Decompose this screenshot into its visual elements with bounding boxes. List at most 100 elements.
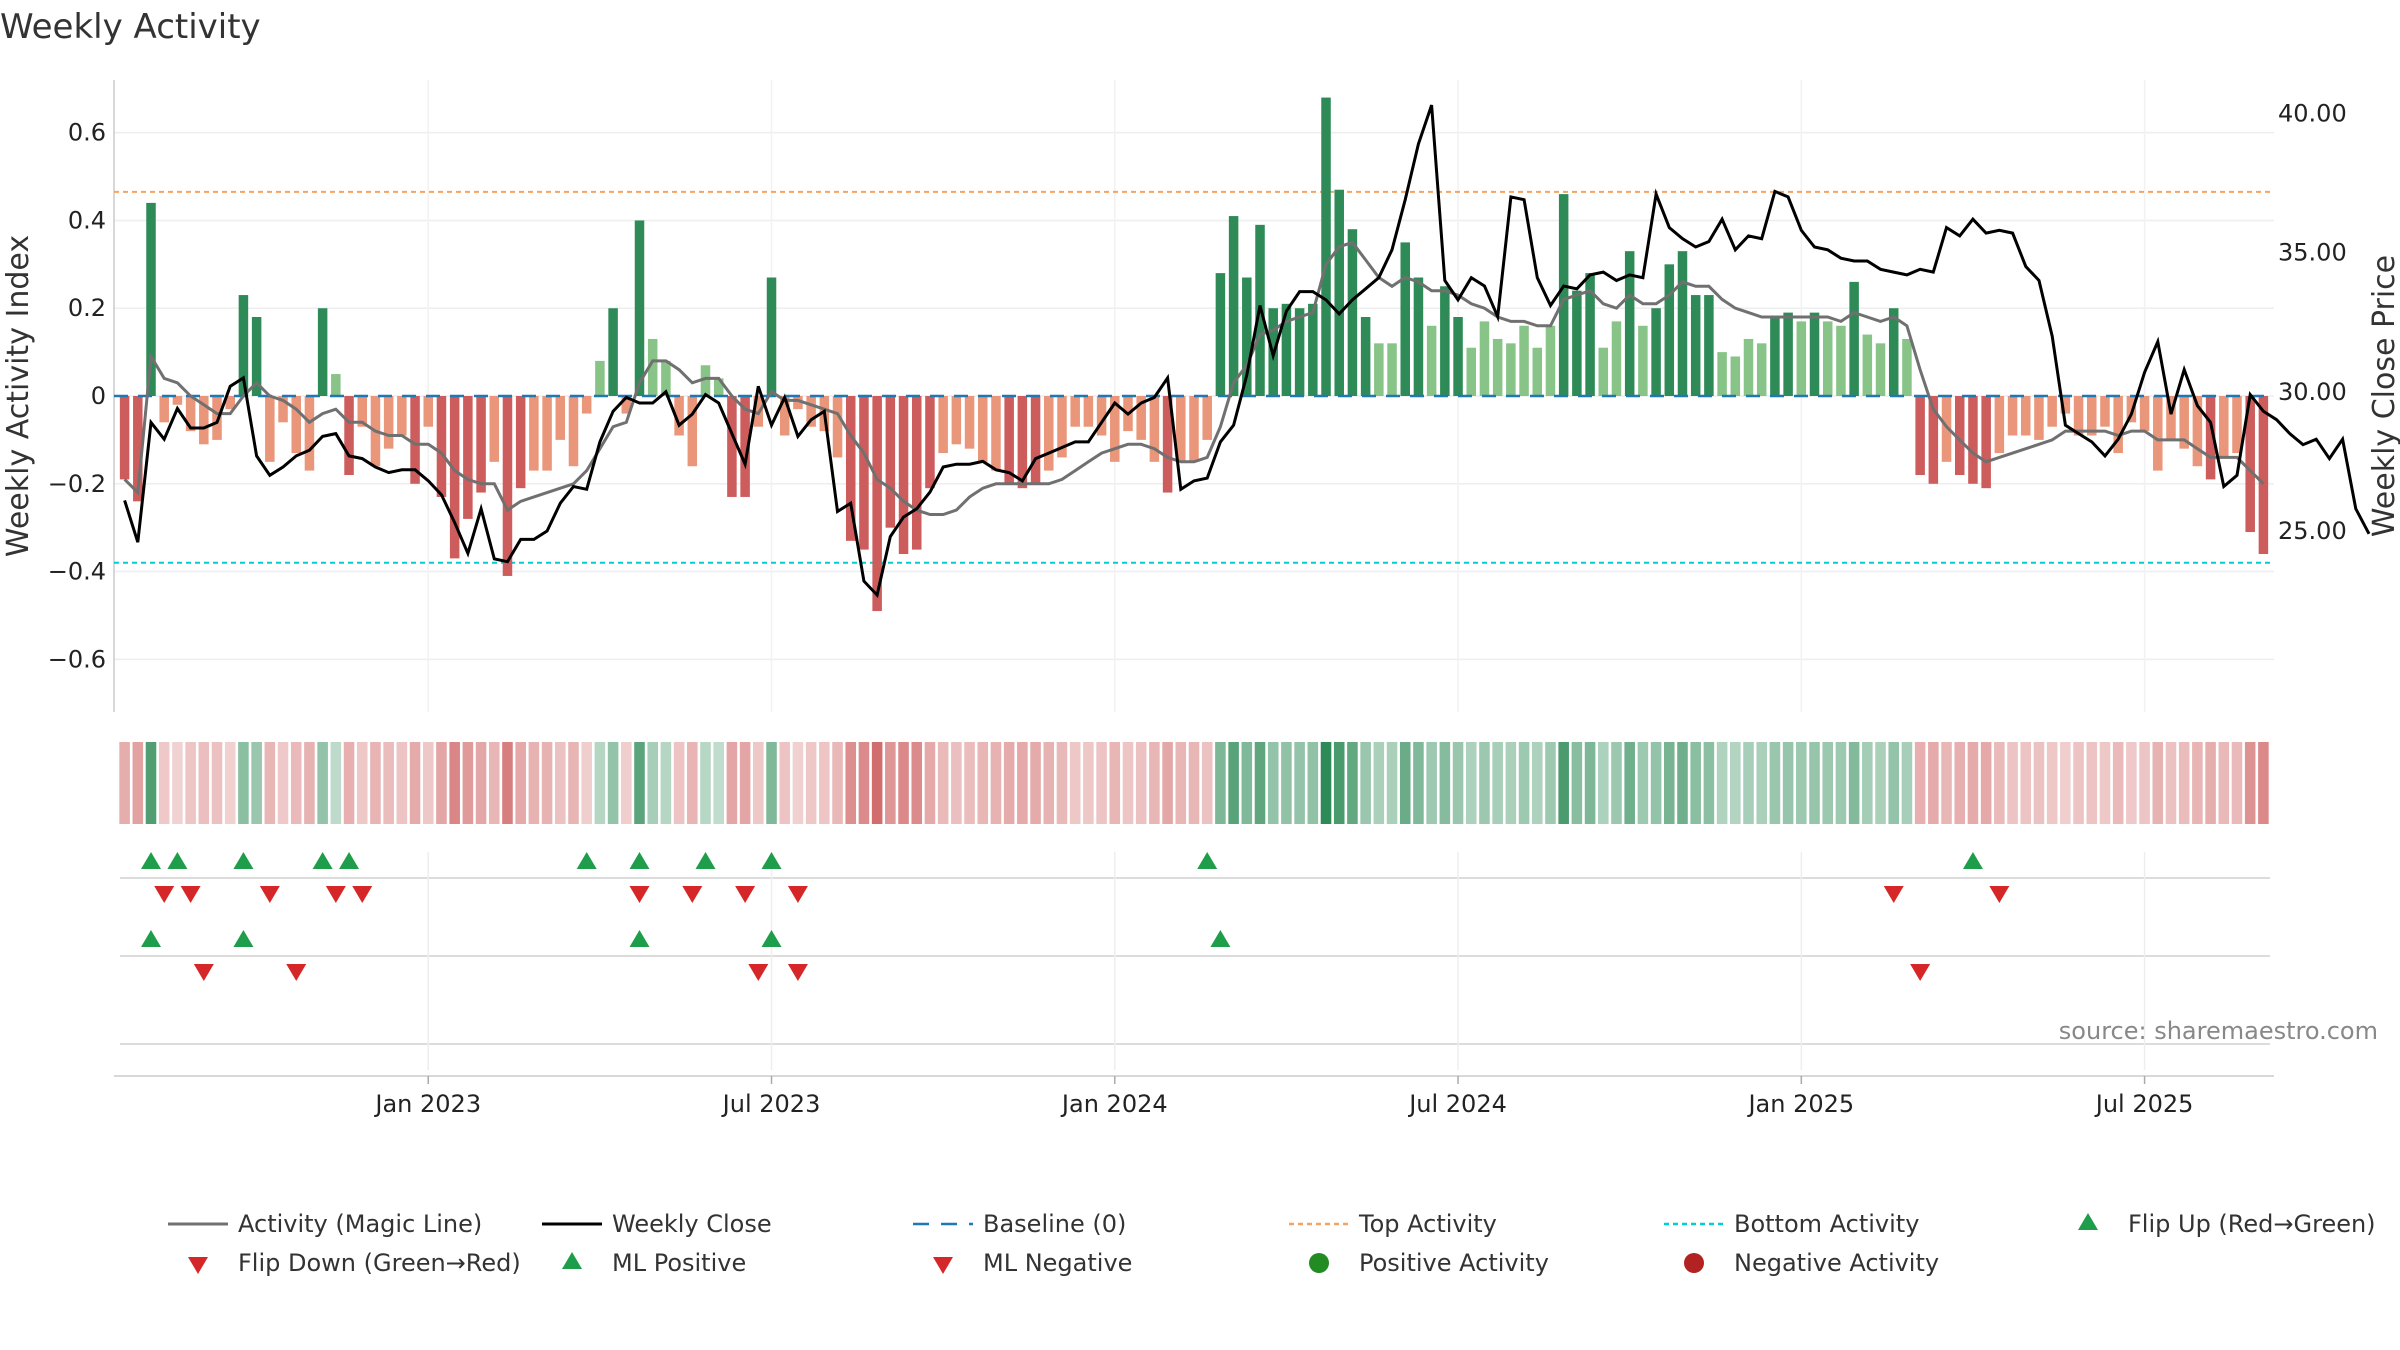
activity-bar xyxy=(265,396,275,462)
activity-bar xyxy=(529,396,539,471)
heat-cell xyxy=(964,742,975,824)
activity-bar xyxy=(2087,396,2097,436)
heat-cell xyxy=(2099,742,2111,824)
activity-bar xyxy=(1822,321,1833,396)
activity-bar xyxy=(2060,396,2071,414)
heat-cell xyxy=(647,742,658,824)
legend-swatch xyxy=(188,1257,208,1274)
heat-cell xyxy=(1835,742,1847,824)
activity-bar xyxy=(291,396,301,454)
activity-bar xyxy=(1770,317,1780,396)
heat-cell xyxy=(1914,742,1926,824)
heat-cell xyxy=(924,742,936,824)
activity-bar xyxy=(845,396,856,541)
activity-bar xyxy=(1704,295,1714,396)
heat-cell xyxy=(2258,742,2269,824)
heat-cell xyxy=(792,742,804,824)
heat-cell xyxy=(1848,742,1860,824)
signal-gridlines xyxy=(120,852,2270,1070)
activity-bar xyxy=(1070,396,1080,427)
activity-bar xyxy=(779,396,790,436)
activity-bar xyxy=(199,396,209,445)
heat-cell xyxy=(1069,742,1081,824)
heat-cell xyxy=(1162,742,1173,824)
heat-cell xyxy=(1558,742,1569,824)
heat-cell xyxy=(1822,742,1833,824)
heat-cell xyxy=(2178,742,2190,824)
activity-bar xyxy=(872,396,882,612)
activity-bar xyxy=(1321,97,1331,397)
heat-cell xyxy=(1624,742,1635,824)
flip-down-marker xyxy=(735,886,756,903)
activity-bar xyxy=(2232,396,2242,454)
heat-cell xyxy=(2218,742,2230,824)
activity-bar xyxy=(1413,277,1424,396)
legend-label: ML Positive xyxy=(612,1249,746,1277)
heat-cell xyxy=(277,742,289,824)
activity-bar xyxy=(1836,325,1846,396)
activity-bar xyxy=(1453,317,1463,396)
heat-cell xyxy=(1294,742,1305,824)
heat-cell xyxy=(304,742,315,824)
activity-bar xyxy=(911,396,922,550)
heat-cell xyxy=(1267,742,1279,824)
heat-cell xyxy=(1888,742,1900,824)
activity-bar xyxy=(925,396,935,489)
legend-swatch xyxy=(1309,1253,1329,1273)
activity-bar xyxy=(2126,396,2137,423)
activity-bar xyxy=(1189,396,1199,462)
right-tick-label: 30.00 xyxy=(2278,378,2347,406)
heat-cell xyxy=(2244,742,2256,824)
ml-negative-marker xyxy=(748,964,769,981)
heat-cell xyxy=(2205,742,2216,824)
activity-bar xyxy=(1928,396,1939,484)
activity-bar xyxy=(133,396,143,502)
left-tick-label: 0 xyxy=(91,382,106,410)
heat-cell xyxy=(2060,742,2071,824)
heat-cell xyxy=(1584,742,1596,824)
activity-bar xyxy=(2179,396,2189,449)
heat-cell xyxy=(1465,742,1477,824)
activity-bar xyxy=(806,396,816,427)
activity-bar xyxy=(515,396,526,489)
flip-up-marker xyxy=(1197,852,1218,869)
legend-item-baseline: Baseline (0) xyxy=(913,1210,1126,1238)
activity-bar xyxy=(317,308,328,396)
activity-bar xyxy=(1149,396,1160,462)
heat-cell xyxy=(449,742,460,824)
activity-bar xyxy=(1387,343,1397,396)
legend-item-flipdown: Flip Down (Green→Red) xyxy=(188,1249,521,1277)
activity-bar xyxy=(344,396,354,475)
legend-item-magic: Activity (Magic Line) xyxy=(168,1210,482,1238)
activity-bar xyxy=(1915,396,1925,475)
heat-cell xyxy=(1690,742,1701,824)
heat-cell xyxy=(2112,742,2124,824)
activity-bar xyxy=(2113,396,2123,454)
activity-bar xyxy=(793,396,803,410)
heat-cell xyxy=(1611,742,1622,824)
activity-bar xyxy=(964,396,975,449)
heat-cell xyxy=(356,742,368,824)
heat-cell xyxy=(475,742,487,824)
heat-cell xyxy=(1413,742,1424,824)
left-tick-label: 0.6 xyxy=(68,119,106,147)
heat-cell xyxy=(119,742,130,824)
activity-bar xyxy=(357,396,367,427)
heat-cell xyxy=(1664,742,1675,824)
ml-positive-marker xyxy=(233,930,254,947)
x-tick-label: Jan 2025 xyxy=(1746,1090,1854,1118)
activity-bar xyxy=(238,295,249,396)
heat-cell xyxy=(1096,742,1107,824)
heat-cell xyxy=(1954,742,1966,824)
chart-title: Weekly Activity xyxy=(0,7,261,47)
activity-bar xyxy=(1347,229,1358,396)
activity-bar xyxy=(2245,396,2255,533)
legend-item-negact: Negative Activity xyxy=(1684,1249,1939,1277)
flip-down-marker xyxy=(154,886,175,903)
activity-bar xyxy=(1862,334,1873,396)
heat-cell xyxy=(713,742,724,824)
heat-cell xyxy=(805,742,817,824)
legend-swatch xyxy=(933,1257,953,1274)
heat-cell xyxy=(422,742,434,824)
heat-cell xyxy=(1083,742,1094,824)
